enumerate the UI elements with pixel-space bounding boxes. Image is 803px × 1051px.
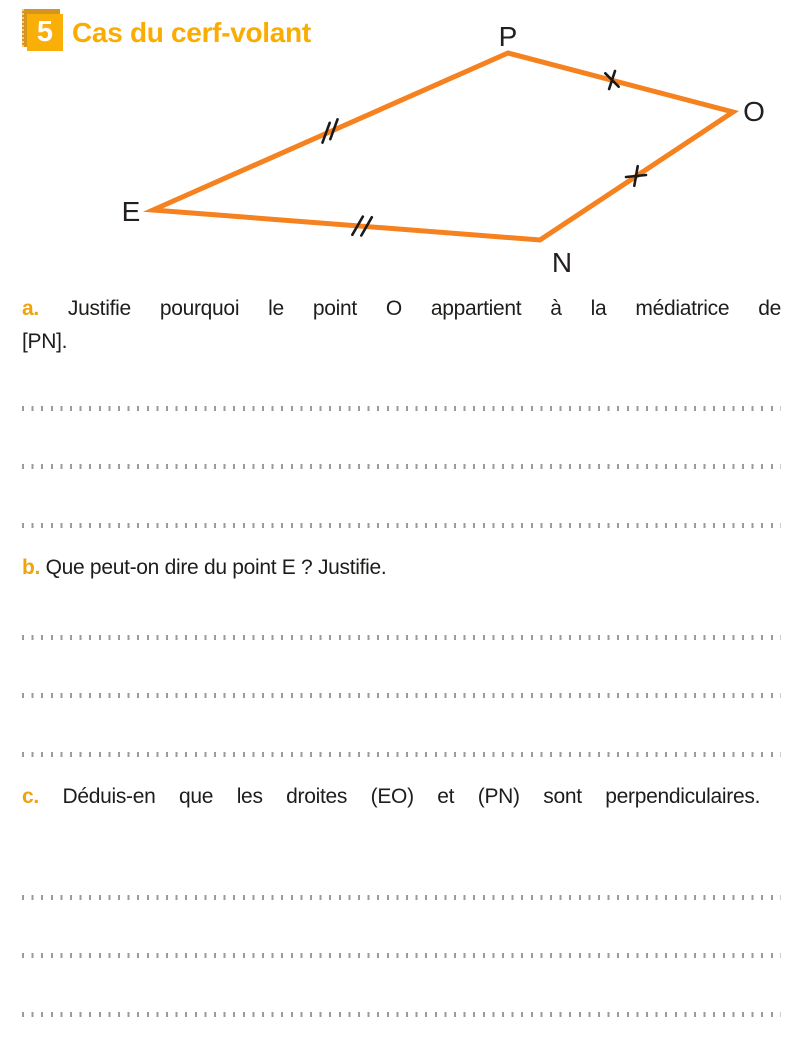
answer-line	[22, 693, 781, 698]
equal-mark-NO-single-cross-icon	[624, 164, 648, 188]
question-c-label: c.	[22, 785, 39, 808]
question-a-label: a.	[22, 297, 39, 320]
question-b: b. Que peut-on dire du point E ? Justifi…	[22, 551, 781, 584]
vertex-label-O: O	[743, 96, 765, 127]
kite-figure: P O E N	[122, 21, 765, 278]
equal-mark-EP-double-hatch-icon	[321, 118, 339, 144]
answer-line	[22, 464, 781, 469]
answer-line	[22, 752, 781, 757]
answer-line	[22, 895, 781, 900]
vertex-label-N: N	[552, 247, 572, 278]
kite-outline	[142, 50, 740, 243]
question-c-text: Déduis-en que les droites (EO) et (PN) s…	[62, 785, 761, 808]
equal-mark-EN-double-hatch-icon	[350, 215, 374, 237]
badge-front: 5	[27, 14, 63, 51]
exercise-number-badge: 5	[22, 9, 66, 55]
question-a: a. Justifie pourquoi le point O appartie…	[22, 292, 781, 358]
vertex-label-P: P	[499, 21, 518, 52]
answer-line	[22, 523, 781, 528]
exercise-number: 5	[36, 16, 54, 48]
answer-line	[22, 406, 781, 411]
question-a-text: Justifie pourquoi le point O appartient …	[22, 297, 781, 353]
question-b-text: Que peut-on dire du point E ? Justifie.	[45, 556, 387, 579]
answer-line	[22, 953, 781, 958]
question-b-label: b.	[22, 556, 41, 579]
answer-line	[22, 635, 781, 640]
question-c: c. Déduis-en que les droites (EO) et (PN…	[22, 780, 781, 813]
exercise-title: Cas du cerf-volant	[72, 17, 311, 48]
answer-line	[22, 1012, 781, 1017]
vertex-label-E: E	[122, 196, 141, 227]
equal-mark-PO-single-cross-icon	[603, 69, 621, 91]
